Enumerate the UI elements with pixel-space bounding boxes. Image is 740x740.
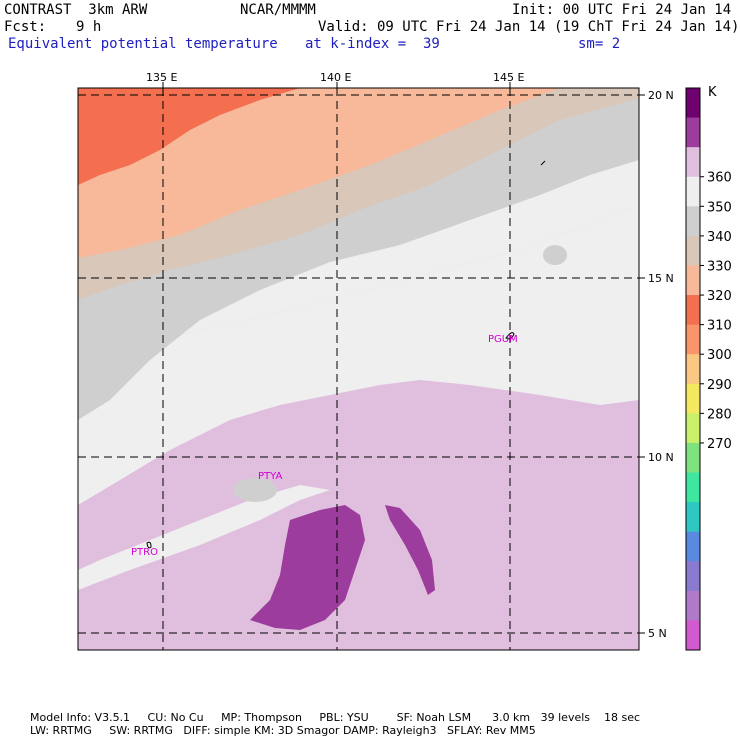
lat-label-5n: 5 N [648, 627, 667, 640]
contour-field [78, 88, 639, 650]
lat-label-10n: 10 N [648, 451, 674, 464]
colorbar-tick-label: 280 [707, 407, 732, 422]
footer-physics-info: LW: RRTMG SW: RRTMG DIFF: simple KM: 3D … [30, 724, 536, 737]
colorbar-tick-label: 300 [707, 348, 732, 363]
colorbar-tick-label: 330 [707, 259, 732, 274]
purple-streak [385, 505, 435, 595]
colorbar-swatch [686, 265, 700, 296]
grey-patch-north-guam [543, 245, 567, 265]
colorbar-swatch [686, 176, 700, 207]
valid-time: Valid: 09 UTC Fri 24 Jan 14 (19 ChT Fri … [318, 19, 740, 35]
colorbar-swatch [686, 117, 700, 148]
salmon-band-340 [78, 88, 560, 258]
lower-light-tongue [78, 485, 330, 590]
colorbar-swatch [686, 590, 700, 621]
colorbar-swatch [686, 442, 700, 474]
colorbar-swatch [686, 88, 700, 119]
colorbar-swatch [686, 502, 700, 533]
level-info: at k-index = 39 [305, 36, 440, 52]
colorbar-swatch [686, 147, 700, 178]
lon-label-135: 135 E [146, 71, 177, 84]
colorbar-swatch [686, 354, 700, 385]
colorbar-swatch [686, 383, 700, 414]
colorbar-swatch [686, 561, 700, 592]
colorbar-tick-label: 320 [707, 289, 732, 304]
lon-label-140: 140 E [320, 71, 351, 84]
center-name: NCAR/MMMM [240, 2, 316, 18]
axis-ticks [162, 82, 645, 634]
colorbar-tick-label: 360 [707, 171, 732, 186]
colorbar-tick-label: 340 [707, 230, 732, 245]
colorbar-swatch [686, 206, 700, 237]
guam-island-outline [505, 332, 515, 340]
smoothing-info: sm= 2 [578, 36, 621, 52]
palau-island-outline [146, 541, 152, 549]
colorbar-unit: K [708, 85, 717, 100]
deep-purple-convection [250, 505, 365, 630]
colorbar-swatch [686, 472, 700, 503]
colorbar-tick-label: 350 [707, 200, 732, 215]
station-label-ptya: PTYA [258, 471, 282, 482]
colorbar-tick-label: 290 [707, 378, 732, 393]
colorbar-tick-label: 270 [707, 437, 732, 452]
forecast-label: Fcst: [4, 19, 47, 35]
station-label-pgum: PGUM [488, 334, 518, 345]
white-patch-guam [506, 310, 534, 330]
map-frame [77, 87, 640, 651]
init-time: Init: 00 UTC Fri 24 Jan 14 [512, 2, 732, 18]
colorbar-swatch [686, 531, 700, 562]
colorbar-swatch [686, 295, 700, 326]
colorbar-swatch [686, 413, 700, 444]
colorbar [686, 88, 700, 651]
near-neutral-band [78, 205, 639, 505]
forecast-hour: 9 h [76, 19, 102, 35]
colorbar-swatch [686, 235, 700, 266]
grey-patch-ptya [233, 478, 277, 502]
graticule [78, 88, 639, 650]
lat-label-15n: 15 N [648, 272, 674, 285]
model-title: CONTRAST 3km ARW [4, 2, 148, 18]
colorbar-swatch [686, 620, 700, 651]
colorbar-tick-label: 310 [707, 319, 732, 334]
red-band-330 [78, 88, 300, 185]
station-label-ptro: PTRO [131, 547, 158, 558]
field-name: Equivalent potential temperature [8, 36, 278, 52]
lon-label-145: 145 E [493, 71, 524, 84]
small-island-outline [540, 160, 546, 166]
colorbar-swatch [686, 324, 700, 355]
colorbar-ticks: 360 350 340 330 320 310 300 290 280 270 [700, 171, 732, 452]
colorbar-frame [685, 87, 701, 651]
lat-label-20n: 20 N [648, 89, 674, 102]
footer-model-info: Model Info: V3.5.1 CU: No Cu MP: Thompso… [30, 711, 641, 724]
